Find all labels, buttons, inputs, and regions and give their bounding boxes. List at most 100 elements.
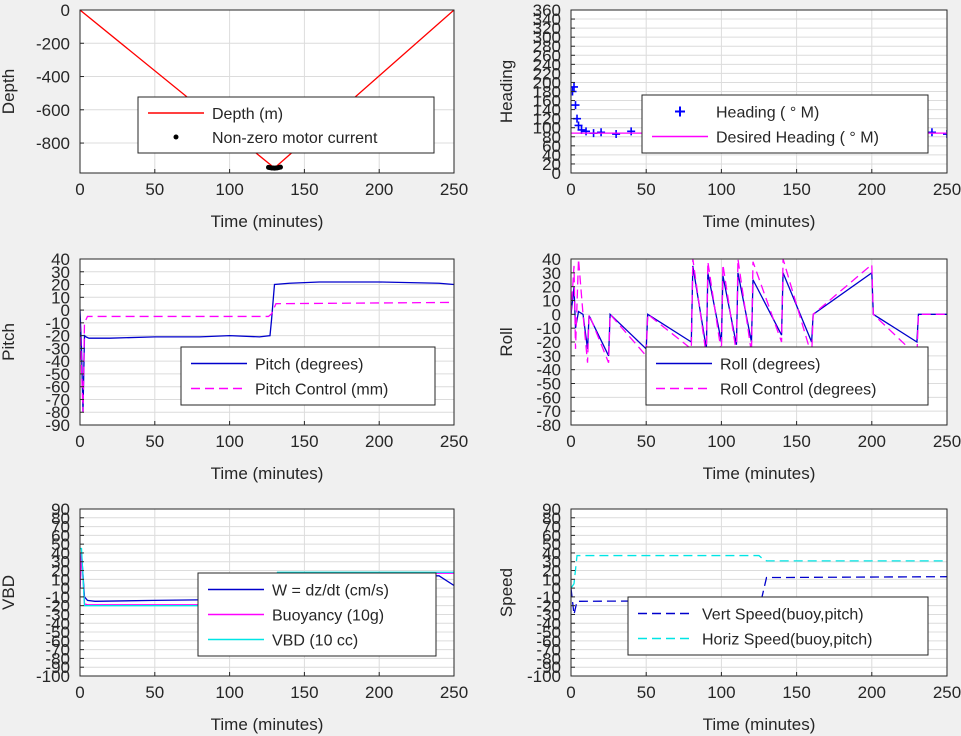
y-tick-label: 300 bbox=[533, 28, 561, 47]
y-tick-label: 0 bbox=[552, 305, 561, 324]
legend-label: Roll Control (degrees) bbox=[720, 382, 877, 399]
y-tick-label: 10 bbox=[51, 288, 70, 307]
y-tick-label: -80 bbox=[45, 403, 70, 422]
y-tick-label: -60 bbox=[536, 632, 561, 651]
y-tick-label: 40 bbox=[51, 544, 70, 563]
x-tick-label: 200 bbox=[365, 432, 393, 451]
x-axis-label: Time (minutes) bbox=[703, 212, 816, 231]
x-tick-label: 150 bbox=[782, 432, 810, 451]
y-tick-label: 0 bbox=[552, 164, 561, 183]
legend-label: VBD (10 cc) bbox=[272, 633, 358, 650]
legend: Vert Speed(buoy,pitch) Horiz Speed(buoy,p… bbox=[627, 596, 929, 656]
y-tick-label: 70 bbox=[542, 518, 561, 537]
y-tick-label: -40 bbox=[536, 614, 561, 633]
y-tick-label: 40 bbox=[542, 250, 561, 269]
legend-label: Desired Heading ( ° M) bbox=[716, 130, 879, 147]
x-tick-label: 250 bbox=[933, 432, 961, 451]
legend-label: Non-zero motor current bbox=[212, 130, 378, 147]
x-axis-label: Time (minutes) bbox=[211, 715, 324, 734]
legend-label: Depth (m) bbox=[212, 106, 283, 123]
x-tick-label: 100 bbox=[215, 180, 243, 199]
y-tick-label: 240 bbox=[533, 55, 561, 74]
y-tick-label: -40 bbox=[45, 614, 70, 633]
y-tick-label: -90 bbox=[45, 658, 70, 677]
x-tick-label: 50 bbox=[637, 683, 656, 702]
y-tick-label: 60 bbox=[51, 526, 70, 545]
y-tick-label: 160 bbox=[533, 92, 561, 111]
series-line-2 bbox=[571, 259, 947, 363]
y-tick-label: 200 bbox=[533, 73, 561, 92]
y-tick-label: 20 bbox=[51, 562, 70, 581]
legend-box bbox=[641, 94, 929, 154]
legend: Roll (degrees) Roll Control (degrees) bbox=[645, 346, 929, 406]
legend-label: Horiz Speed(buoy,pitch) bbox=[702, 632, 872, 649]
y-tick-label: 60 bbox=[542, 526, 561, 545]
y-tick-label: 180 bbox=[533, 83, 561, 102]
chart-panel-3: 0 50 100 150 200 250403020100-10-20-30-40-50-… bbox=[0, 250, 468, 483]
x-tick-label: 250 bbox=[440, 180, 468, 199]
chart-panel-1: 0 50 100 150 200 250 0 -200 -400 -600 -800 Time (mi… bbox=[0, 1, 468, 231]
y-tick-label: 40 bbox=[542, 146, 561, 165]
y-tick-label: -80 bbox=[45, 649, 70, 668]
y-axis-label: Speed bbox=[497, 568, 516, 617]
legend-marker bbox=[173, 134, 179, 140]
y-tick-label: -70 bbox=[536, 641, 561, 660]
y-tick-label: -30 bbox=[45, 339, 70, 358]
data-point bbox=[627, 127, 636, 136]
data-point bbox=[943, 130, 947, 139]
y-tick-label: 40 bbox=[542, 544, 561, 563]
y-tick-label: 20 bbox=[542, 562, 561, 581]
chart-panel-6: 0 50 100 150 200 2509080706050403020100-10-20… bbox=[497, 500, 961, 734]
y-axis-label: Pitch bbox=[0, 323, 18, 361]
x-tick-label: 250 bbox=[933, 180, 961, 199]
data-point bbox=[597, 128, 606, 137]
data-point bbox=[927, 128, 936, 137]
x-tick-label: 200 bbox=[858, 180, 886, 199]
y-tick-label: 340 bbox=[533, 10, 561, 29]
y-tick-label: 30 bbox=[51, 263, 70, 282]
y-tick-label: 120 bbox=[533, 110, 561, 129]
x-tick-label: 0 bbox=[75, 683, 84, 702]
x-tick-label: 250 bbox=[440, 432, 468, 451]
legend-label: Pitch (degrees) bbox=[255, 357, 364, 374]
y-tick-label: -30 bbox=[45, 605, 70, 624]
y-tick-label: -800 bbox=[36, 134, 70, 153]
y-tick-label: 90 bbox=[51, 500, 70, 519]
y-tick-label: -70 bbox=[536, 402, 561, 421]
legend-label: Vert Speed(buoy,pitch) bbox=[702, 607, 864, 624]
x-tick-label: 100 bbox=[215, 683, 243, 702]
y-tick-label: -600 bbox=[36, 101, 70, 120]
y-tick-label: -10 bbox=[536, 588, 561, 607]
y-tick-label: -10 bbox=[536, 319, 561, 338]
y-tick-label: 140 bbox=[533, 101, 561, 120]
y-tick-label: 0 bbox=[61, 1, 70, 20]
y-axis-label: Roll bbox=[497, 327, 516, 356]
legend-box bbox=[180, 346, 436, 406]
y-tick-label: -80 bbox=[536, 416, 561, 435]
y-tick-label: 0 bbox=[61, 301, 70, 320]
x-tick-label: 200 bbox=[365, 180, 393, 199]
y-tick-label: -20 bbox=[45, 597, 70, 616]
x-tick-label: 200 bbox=[365, 683, 393, 702]
y-axis-label: Heading bbox=[497, 60, 516, 123]
x-tick-label: 100 bbox=[707, 180, 735, 199]
x-tick-label: 250 bbox=[933, 683, 961, 702]
series-group bbox=[80, 10, 454, 171]
x-tick-label: 250 bbox=[440, 683, 468, 702]
y-tick-label: 100 bbox=[533, 119, 561, 138]
x-tick-label: 50 bbox=[637, 432, 656, 451]
y-tick-label: 0 bbox=[552, 579, 561, 598]
legend-label: Heading ( ° M) bbox=[716, 105, 819, 122]
x-tick-label: 50 bbox=[145, 180, 164, 199]
y-tick-label: -50 bbox=[45, 365, 70, 384]
x-tick-label: 0 bbox=[566, 683, 575, 702]
y-tick-label: -20 bbox=[536, 597, 561, 616]
legend-marker bbox=[675, 106, 685, 117]
y-tick-label: -70 bbox=[45, 390, 70, 409]
y-tick-label: -40 bbox=[45, 352, 70, 371]
y-tick-label: 80 bbox=[51, 509, 70, 528]
x-tick-label: 100 bbox=[707, 432, 735, 451]
y-tick-label: 30 bbox=[542, 264, 561, 283]
x-tick-label: 200 bbox=[858, 683, 886, 702]
